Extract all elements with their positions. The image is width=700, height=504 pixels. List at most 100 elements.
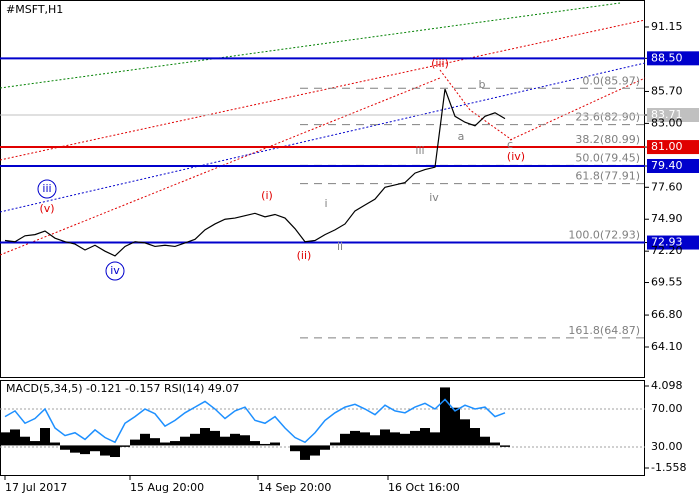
macd-bar	[70, 445, 80, 453]
macd-bar	[190, 433, 200, 446]
wave-label: iii	[42, 182, 51, 195]
wave-label: iv	[110, 264, 120, 277]
wave-circle	[37, 179, 57, 199]
fib-label: 50.0(79.45)	[575, 151, 640, 164]
macd-bar	[240, 435, 250, 446]
x-tick-label: 15 Aug 20:00	[130, 481, 204, 494]
y-tick-label: 81.00	[651, 140, 683, 153]
macd-bar	[490, 442, 500, 446]
macd-bar	[200, 428, 210, 446]
y-tick-label: 4.098	[651, 379, 683, 392]
macd-bar	[20, 436, 30, 446]
macd-bar	[430, 432, 440, 446]
y-tick-label: 66.80	[651, 308, 683, 321]
macd-bar	[150, 438, 160, 446]
y-tick-label: 83.00	[651, 116, 683, 129]
macd-bar	[310, 445, 320, 456]
wave-circle	[105, 261, 125, 281]
wave-label: c	[507, 138, 513, 151]
price-box	[647, 158, 699, 173]
y-tick-label: 72.93	[651, 236, 683, 249]
fib-label: 161.8(64.87)	[568, 324, 640, 337]
y-tick-label: 64.10	[651, 340, 683, 353]
macd-bar	[50, 442, 60, 446]
macd-bar	[160, 442, 170, 446]
macd-bar	[400, 433, 410, 446]
macd-bar	[270, 442, 280, 446]
macd-bar	[30, 441, 40, 446]
fib-label: 100.0(72.93)	[568, 229, 640, 242]
macd-bar	[60, 445, 70, 450]
macd-bar	[390, 432, 400, 446]
fib-label: 38.2(80.99)	[575, 133, 640, 146]
price-box	[647, 140, 699, 155]
chart-title: #MSFT,H1	[6, 3, 63, 16]
wave-label: ii	[337, 240, 343, 253]
macd-bar	[440, 387, 450, 446]
macd-bar	[90, 445, 100, 452]
wave-line	[439, 69, 513, 141]
y-tick-label: 85.70	[651, 84, 683, 97]
wave-label: i	[324, 197, 327, 210]
macd-bar	[110, 445, 120, 458]
rsi-line	[4, 398, 506, 444]
macd-bar	[350, 430, 360, 446]
macd-bar	[40, 428, 50, 446]
indicator-title: MACD(5,34,5) -0.121 -0.157 RSI(14) 49.07	[6, 382, 239, 395]
macd-bar	[250, 441, 260, 446]
y-tick-label: 74.90	[651, 212, 683, 225]
wave-label: (iii)	[431, 57, 449, 70]
macd-bar	[140, 433, 150, 446]
y-tick-label: 83.71	[651, 108, 683, 121]
y-tick-label: 91.15	[651, 20, 683, 33]
y-tick-label: 70.00	[651, 402, 683, 415]
macd-bar	[80, 445, 90, 455]
wave-label: iv	[429, 191, 439, 204]
fib-label: 61.8(77.91)	[575, 170, 640, 183]
macd-bar	[220, 436, 230, 446]
wave-label: a	[458, 130, 465, 143]
macd-bar	[330, 442, 340, 446]
price-line	[4, 88, 506, 257]
macd-bar	[320, 445, 330, 450]
price-box	[647, 51, 699, 66]
macd-bar	[480, 436, 490, 446]
macd-bar	[210, 430, 220, 446]
wave-label: (i)	[261, 189, 273, 202]
y-tick-label: 69.55	[651, 276, 683, 289]
macd-bar	[230, 433, 240, 446]
y-tick-label: 72.20	[651, 244, 683, 257]
macd-bar	[380, 429, 390, 446]
wave-label: iii	[415, 144, 424, 157]
macd-bar	[0, 432, 10, 446]
wave-label: (v)	[39, 202, 54, 215]
wave-label: b	[479, 78, 486, 91]
y-tick-label: 77.60	[651, 180, 683, 193]
macd-bar	[170, 441, 180, 446]
macd-bar	[470, 428, 480, 446]
macd-bar	[460, 419, 470, 446]
wave-label: (iv)	[507, 150, 525, 163]
macd-bar	[290, 445, 300, 452]
macd-bar	[130, 439, 140, 446]
macd-bar	[300, 445, 310, 460]
macd-bar	[100, 445, 110, 456]
y-tick-label: 88.50	[651, 51, 683, 64]
macd-bar	[420, 428, 430, 446]
x-tick-label: 16 Oct 16:00	[388, 481, 460, 494]
trend-line	[509, 77, 646, 141]
trend-line	[0, 2, 621, 89]
fib-label: 23.6(82.90)	[575, 111, 640, 124]
indicator-frame	[0, 380, 645, 476]
macd-bar	[180, 436, 190, 446]
x-tick-label: 17 Jul 2017	[5, 481, 67, 494]
macd-bar	[450, 407, 460, 446]
macd-bar	[260, 443, 270, 446]
wave-label: (ii)	[297, 249, 312, 262]
fib-label: 0.0(85.97)	[582, 74, 640, 87]
x-tick-label: 14 Sep 20:00	[258, 481, 331, 494]
macd-bar	[410, 430, 420, 446]
macd-bar	[360, 432, 370, 446]
